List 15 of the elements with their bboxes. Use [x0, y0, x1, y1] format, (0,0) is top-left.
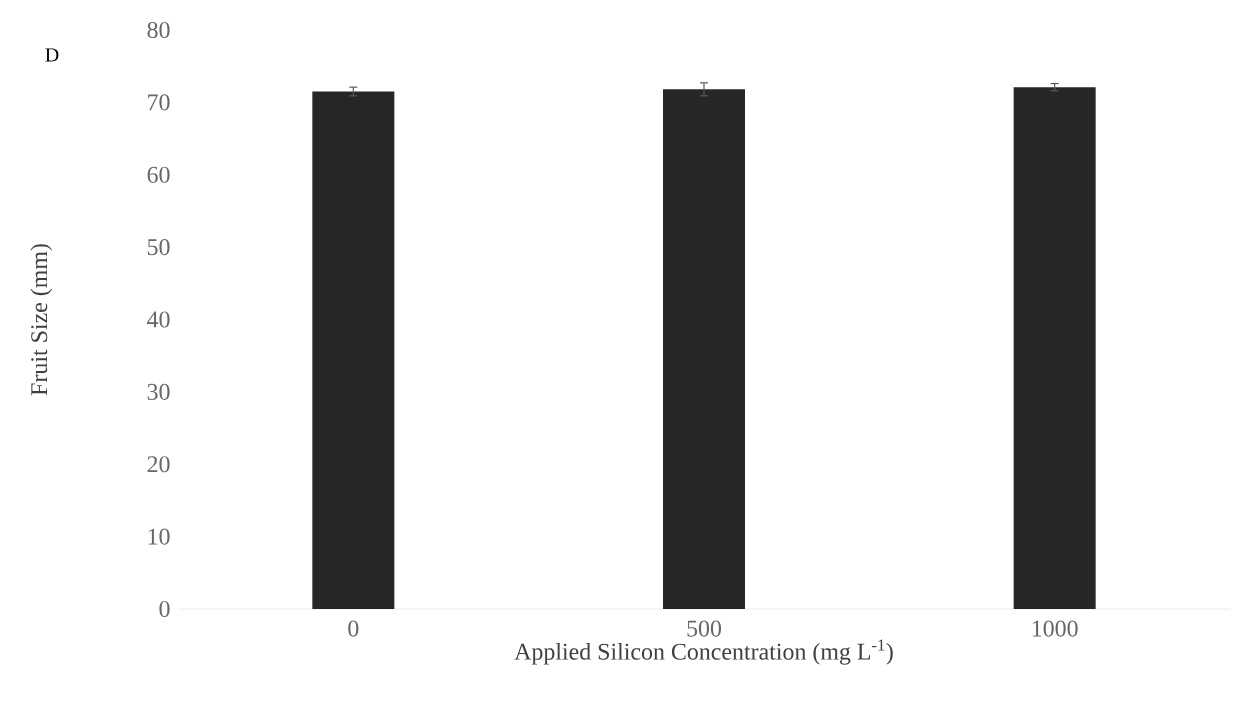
y-tick-label: 10: [148, 528, 170, 545]
y-tick-label: 20: [147, 456, 170, 473]
x-tick-label: 500: [687, 620, 722, 637]
y-tick-label: 60: [147, 166, 170, 183]
x-tick-label: 0: [348, 620, 359, 637]
y-tick-label: 50: [147, 239, 170, 256]
y-tick-label: 80: [147, 21, 170, 39]
x-tick-label: 1000: [1032, 620, 1078, 637]
x-axis-title: Applied Silicon Concentration (mg L$^{-1}$): [514, 639, 893, 665]
text: D: [45, 48, 59, 62]
y-tick-label: 70: [148, 94, 170, 111]
y-tick-label: 40: [147, 311, 170, 328]
y-tick-label: 0: [159, 600, 170, 618]
y-tick-label: 30: [147, 383, 170, 400]
y-axis-title: Fruit Size (mm): [30, 244, 53, 396]
